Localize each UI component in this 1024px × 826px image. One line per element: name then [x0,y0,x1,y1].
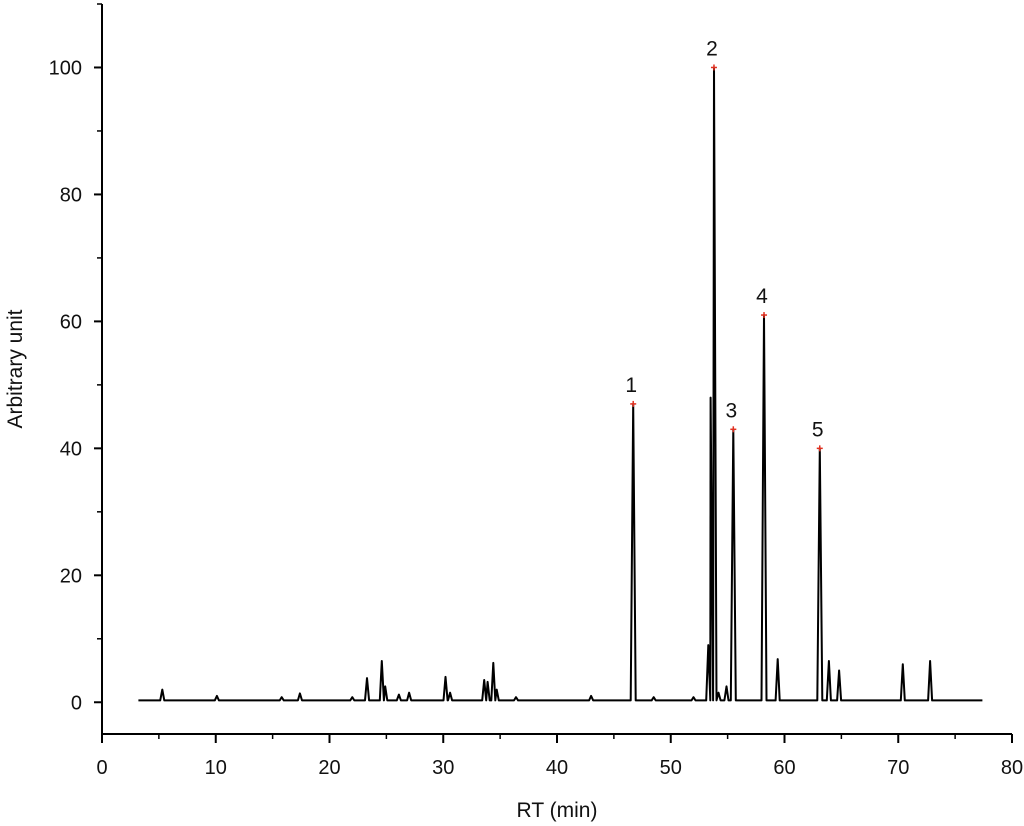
y-tick-label: 20 [60,565,82,587]
x-tick-label: 20 [318,757,340,779]
y-tick-label: 80 [60,184,82,206]
peak-labels: 1 2 3 4 5 [625,37,823,441]
peak-markers [630,64,823,452]
x-tick-label: 80 [1001,757,1023,779]
x-tick-label: 70 [887,757,909,779]
x-tick-label: 10 [205,757,227,779]
peak-label: 3 [725,399,737,422]
peak-label: 2 [706,37,718,60]
x-tick-label: 50 [660,757,682,779]
y-tick-label: 60 [60,311,82,333]
x-axis: 0 10 20 30 40 50 60 70 80 [96,733,1023,779]
x-tick-label: 30 [432,757,454,779]
x-axis-title: RT (min) [517,799,598,822]
y-axis: 0 20 40 60 80 100 [49,3,103,734]
chromatogram-trace [138,66,983,702]
y-tick-label: 0 [71,692,82,714]
x-tick-label: 0 [96,757,107,779]
y-tick-label: 100 [49,57,82,79]
peak-label: 4 [756,285,768,308]
y-axis-title: Arbitrary unit [4,309,27,428]
x-tick-label: 40 [546,757,568,779]
peak-label: 5 [812,418,824,441]
y-tick-label: 40 [60,438,82,460]
peak-label: 1 [625,374,637,397]
x-tick-label: 60 [773,757,795,779]
